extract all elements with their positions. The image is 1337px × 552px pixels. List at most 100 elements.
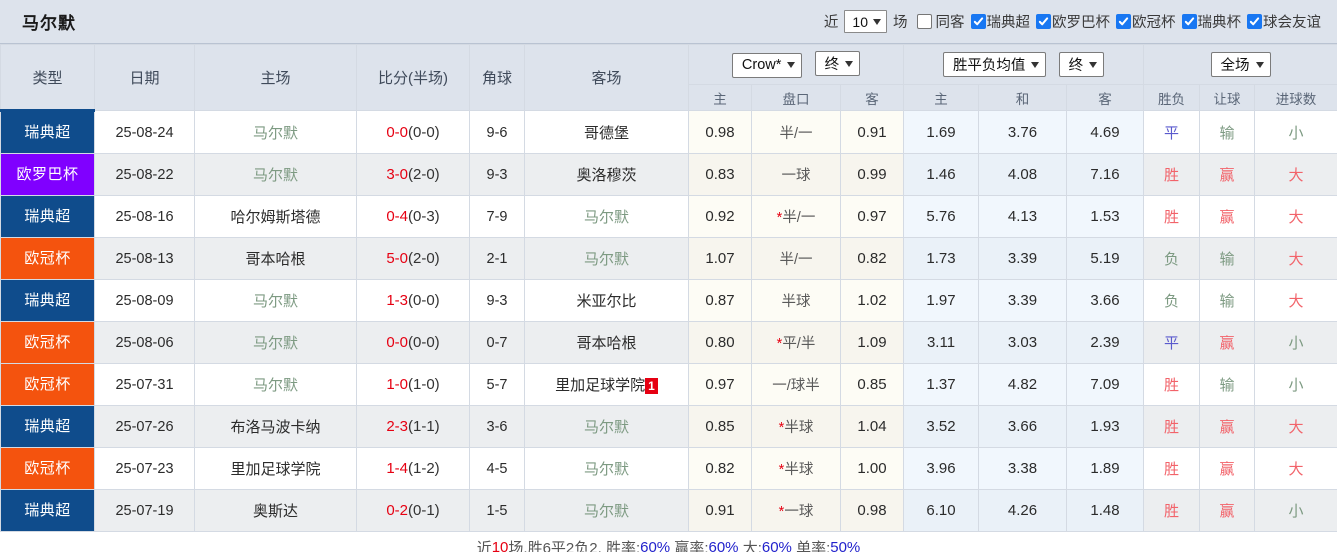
col-eu-home: 主	[903, 84, 980, 111]
ah-phase-select[interactable]: 终	[814, 51, 861, 77]
eu-away-odds: 5.19	[1090, 250, 1120, 267]
table-row[interactable]: 瑞典超 25-08-24 马尔默 0-0(0-0) 9-6 哥德堡 0.98 半/一 0.91 1…	[0, 110, 1337, 154]
cell-home-team[interactable]: 布洛马波卡纳	[194, 405, 357, 448]
checkbox-comp-1[interactable]	[1036, 14, 1051, 29]
bookmaker-select[interactable]: Crow*	[731, 52, 803, 78]
summary-footer: 近 10 场,胜6平2负2, 胜率: 60% 赢率: 60% 大: 60% 单率: 50%	[0, 532, 1337, 552]
table-row[interactable]: 欧冠杯 25-08-06 马尔默 0-0(0-0) 0-7 哥本哈根 0.80 *平/半 1.0…	[0, 321, 1337, 364]
cell-type[interactable]: 瑞典超	[0, 489, 95, 532]
table-row[interactable]: 瑞典超 25-07-26 布洛马波卡纳 2-3(1-1) 3-6 马尔默 0.85 *半球 1.…	[0, 405, 1337, 448]
label-same-away: 同客	[935, 15, 965, 31]
cell-score[interactable]: 0-0(0-0)	[356, 321, 470, 364]
table-row[interactable]: 瑞典超 25-08-09 马尔默 1-3(0-0) 9-3 米亚尔比 0.87 半球 1.02 1…	[0, 279, 1337, 322]
cell-score[interactable]: 1-4(1-2)	[356, 447, 470, 490]
cell-away-team[interactable]: 马尔默	[524, 447, 689, 490]
cell-home-team[interactable]: 马尔默	[194, 153, 357, 196]
score-halftime: (1-2)	[408, 460, 440, 477]
eu-away-odds: 3.66	[1090, 292, 1120, 309]
matches-label: 场	[893, 15, 908, 31]
label-comp-3: 瑞典杯	[1197, 15, 1242, 31]
cell-eu-home: 1.37	[903, 363, 980, 406]
away-team-name: 奥洛穆茨	[576, 167, 637, 184]
cell-score[interactable]: 2-3(1-1)	[356, 405, 470, 448]
chevron-down-icon	[845, 60, 854, 67]
type-badge: 欧罗巴杯	[1, 154, 94, 195]
cell-home-team[interactable]: 哥本哈根	[194, 237, 357, 280]
table-row[interactable]: 瑞典超 25-08-16 哈尔姆斯塔德 0-4(0-3) 7-9 马尔默 0.92 *半/一 0…	[0, 195, 1337, 238]
cell-type[interactable]: 欧罗巴杯	[0, 153, 95, 196]
cell-away-team[interactable]: 马尔默	[524, 237, 689, 280]
score-fulltime: 3-0	[386, 166, 408, 183]
cell-type[interactable]: 欧冠杯	[0, 363, 95, 406]
cell-score[interactable]: 0-4(0-3)	[356, 195, 470, 238]
cell-away-team[interactable]: 奥洛穆茨	[524, 153, 689, 196]
table-row[interactable]: 瑞典超 25-07-19 奥斯达 0-2(0-1) 1-5 马尔默 0.91 *一球 0.98 6…	[0, 489, 1337, 532]
label-comp-2: 欧冠杯	[1132, 15, 1176, 31]
date-text: 25-08-06	[115, 335, 174, 351]
cell-home-team[interactable]: 马尔默	[194, 321, 357, 364]
cell-type[interactable]: 欧冠杯	[0, 447, 95, 490]
cell-ah-line: 半球	[751, 279, 841, 322]
chevron-down-icon	[1031, 61, 1040, 68]
cell-away-team[interactable]: 马尔默	[524, 195, 689, 238]
checkbox-comp-2[interactable]	[1116, 14, 1131, 29]
cell-home-team[interactable]: 马尔默	[194, 279, 357, 322]
ah-line-value: 半球	[781, 294, 811, 310]
cell-home-team[interactable]: 哈尔姆斯塔德	[194, 195, 357, 238]
cell-type[interactable]: 欧冠杯	[0, 237, 95, 280]
odds-kind-select[interactable]: 胜平负均值	[942, 52, 1047, 77]
cell-result-ou: 大	[1254, 279, 1337, 322]
cell-score[interactable]: 0-2(0-1)	[356, 489, 470, 532]
result-win-lose: 胜	[1164, 503, 1180, 520]
cell-ah-home: 0.92	[688, 195, 752, 238]
ah-home-odds: 0.98	[705, 123, 735, 141]
cell-score[interactable]: 3-0(2-0)	[356, 153, 470, 196]
date-text: 25-07-31	[115, 377, 174, 393]
cell-eu-home: 1.69	[903, 110, 980, 154]
table-row[interactable]: 欧冠杯 25-08-13 哥本哈根 5-0(2-0) 2-1 马尔默 1.07 半/一 0.82…	[0, 237, 1337, 280]
date-text: 25-07-23	[115, 461, 174, 477]
table-row[interactable]: 欧罗巴杯 25-08-22 马尔默 3-0(2-0) 9-3 奥洛穆茨 0.83 一球 0.99…	[0, 153, 1337, 196]
cell-home-team[interactable]: 马尔默	[194, 363, 357, 406]
recent-count-select[interactable]: 10	[844, 10, 887, 33]
cell-away-team[interactable]: 马尔默	[524, 489, 689, 532]
cell-type[interactable]: 欧冠杯	[0, 321, 95, 364]
star-marker: *	[778, 462, 785, 478]
cell-ah-away: 0.98	[839, 489, 905, 532]
cell-type[interactable]: 瑞典超	[0, 110, 95, 154]
ah-away-odds: 0.98	[857, 502, 887, 519]
cell-score[interactable]: 1-0(1-0)	[356, 363, 470, 406]
eu-phase-select[interactable]: 终	[1058, 52, 1105, 77]
cell-away-team[interactable]: 米亚尔比	[524, 279, 689, 322]
table-row[interactable]: 欧冠杯 25-07-31 马尔默 1-0(1-0) 5-7 里加足球学院 1 0.97 一/球半…	[0, 363, 1337, 406]
cell-away-team[interactable]: 马尔默	[524, 405, 689, 448]
cell-result-ou: 小	[1254, 363, 1337, 406]
cell-score[interactable]: 1-3(0-0)	[356, 279, 470, 322]
cell-away-team[interactable]: 哥德堡	[524, 110, 689, 154]
cell-eu-home: 1.46	[903, 153, 980, 196]
cell-type[interactable]: 瑞典超	[0, 279, 95, 322]
result-handicap: 赢	[1219, 335, 1235, 352]
scope-select[interactable]: 全场	[1210, 52, 1271, 77]
cell-score[interactable]: 0-0(0-0)	[356, 110, 470, 154]
checkbox-same-away[interactable]	[916, 14, 932, 29]
cell-home-team[interactable]: 奥斯达	[194, 489, 357, 532]
table-row[interactable]: 欧冠杯 25-07-23 里加足球学院 1-4(1-2) 4-5 马尔默 0.82 *半球 1.…	[0, 447, 1337, 490]
cell-score[interactable]: 5-0(2-0)	[356, 237, 470, 280]
cell-ah-line: *半/一	[751, 195, 841, 238]
cell-type[interactable]: 瑞典超	[0, 405, 95, 448]
away-team-name: 马尔默	[583, 503, 629, 520]
cell-away-team[interactable]: 哥本哈根	[524, 321, 689, 364]
result-over-under: 小	[1288, 503, 1304, 520]
checkbox-comp-0[interactable]	[970, 14, 986, 29]
cell-result-ah: 赢	[1199, 489, 1256, 532]
cell-home-team[interactable]: 马尔默	[194, 110, 357, 154]
cell-away-team[interactable]: 里加足球学院 1	[524, 363, 689, 406]
cell-eu-away: 1.89	[1066, 447, 1145, 490]
ah-line-value: 半/一	[779, 252, 813, 268]
checkbox-comp-3[interactable]	[1181, 14, 1197, 29]
cell-type[interactable]: 瑞典超	[0, 195, 95, 238]
eu-phase-value: 终	[1068, 58, 1084, 74]
cell-home-team[interactable]: 里加足球学院	[194, 447, 357, 490]
checkbox-comp-4[interactable]	[1247, 14, 1262, 29]
